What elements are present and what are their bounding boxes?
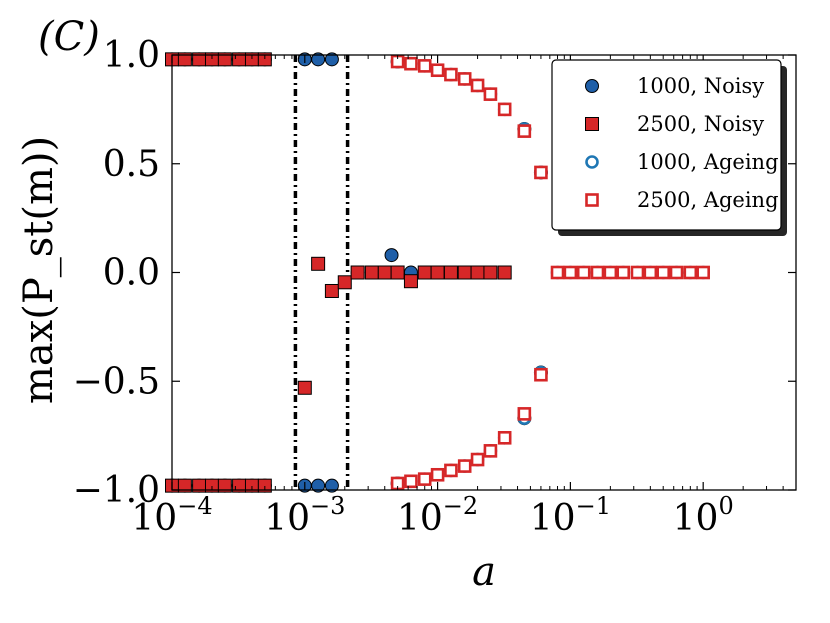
data-point — [311, 478, 326, 493]
y-tick-label: 0.0 — [103, 253, 160, 294]
data-point — [324, 283, 339, 298]
data-point — [643, 265, 658, 280]
y-tick-label: −0.5 — [73, 361, 160, 402]
legend-label: 2500, Ageing — [637, 188, 779, 212]
data-point — [364, 265, 379, 280]
legend-entry: 1000, Noisy — [585, 74, 764, 98]
y-axis-ticks: 1.0 0.5 0.0 −0.5 −1.0 — [73, 35, 796, 511]
data-point — [576, 265, 591, 280]
data-point — [563, 265, 578, 280]
legend-marker — [585, 193, 599, 207]
y-tick-label: 1.0 — [103, 35, 160, 76]
data-point — [696, 265, 710, 280]
legend-entry: 1000, Ageing — [585, 150, 779, 174]
legend-marker — [585, 155, 599, 169]
data-points — [165, 52, 710, 493]
data-point — [403, 274, 418, 289]
data-point — [443, 265, 458, 280]
legend-label: 1000, Noisy — [637, 74, 764, 98]
data-point — [497, 430, 512, 445]
data-point — [217, 52, 232, 67]
legend-label: 2500, Noisy — [637, 112, 764, 136]
series-2 — [165, 52, 512, 493]
data-point — [470, 78, 485, 93]
y-axis-label: max(P_st(m)) — [16, 136, 62, 404]
data-point — [603, 265, 618, 280]
data-point — [534, 165, 548, 180]
x-tick-label: 100 — [673, 492, 734, 539]
data-point — [470, 452, 485, 467]
data-point — [457, 459, 472, 473]
data-point — [417, 59, 432, 73]
data-point — [390, 265, 405, 280]
data-point — [483, 87, 498, 101]
x-tick-label: 10−3 — [264, 492, 345, 539]
data-point — [483, 444, 498, 458]
panel-label: (C) — [38, 14, 100, 60]
data-point — [177, 52, 192, 67]
data-point — [430, 265, 445, 280]
data-point — [430, 63, 445, 78]
data-point — [616, 265, 631, 280]
data-point — [590, 265, 605, 280]
legend: 1000, Noisy 2500, Noisy 1000, Ageing 2500, … — [551, 59, 787, 236]
data-point — [297, 380, 312, 395]
x-axis-label: a — [472, 549, 496, 595]
data-point — [324, 478, 339, 493]
data-point — [430, 467, 445, 482]
series-4 — [390, 54, 710, 491]
data-point — [517, 407, 532, 421]
x-tick-label: 10−4 — [131, 492, 212, 539]
legend-entry: 2500, Ageing — [585, 188, 779, 212]
data-point — [404, 474, 418, 489]
x-tick-label: 10−2 — [397, 492, 478, 539]
data-point — [457, 265, 472, 280]
data-point — [257, 478, 272, 493]
data-point — [337, 275, 352, 290]
legend-marker — [585, 79, 599, 93]
data-point — [324, 52, 339, 67]
legend-marker — [585, 117, 599, 131]
data-point — [350, 265, 365, 280]
data-point — [656, 265, 671, 280]
data-point — [444, 67, 458, 82]
data-point — [517, 124, 532, 138]
data-point — [669, 265, 684, 280]
data-point — [483, 265, 498, 280]
data-point — [470, 265, 485, 280]
data-point — [311, 256, 326, 271]
data-point — [404, 56, 418, 71]
data-point — [417, 472, 432, 486]
data-point — [497, 102, 512, 117]
data-point — [630, 265, 645, 280]
y-tick-label: 0.5 — [103, 144, 160, 185]
legend-box — [551, 59, 782, 231]
data-point — [417, 265, 432, 280]
data-point — [377, 265, 392, 280]
legend-label: 1000, Ageing — [637, 150, 779, 174]
legend-entry: 2500, Noisy — [585, 112, 764, 136]
data-point — [457, 72, 472, 86]
data-point — [497, 265, 512, 280]
data-point — [311, 52, 326, 67]
threshold-lines — [293, 55, 350, 490]
data-point — [177, 478, 192, 493]
data-point — [534, 367, 548, 382]
data-point — [683, 265, 698, 280]
x-tick-label: 10−1 — [530, 492, 611, 539]
data-point — [217, 478, 232, 493]
data-point — [257, 52, 272, 67]
y-tick-label: −1.0 — [73, 470, 160, 511]
data-point — [550, 265, 565, 280]
data-point — [384, 248, 399, 263]
data-point — [444, 463, 458, 478]
x-axis-ticks: 10−4 10−3 10−2 10−1 100 — [131, 55, 784, 539]
